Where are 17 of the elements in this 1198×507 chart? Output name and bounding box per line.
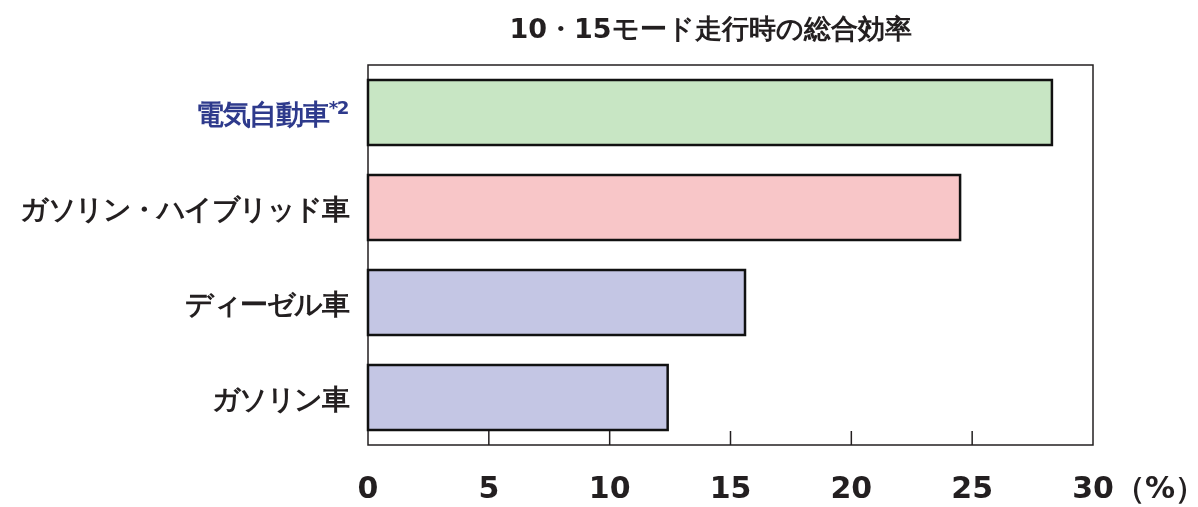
x-tick-label: 20	[830, 470, 873, 505]
x-tick-label: 25	[951, 470, 994, 505]
x-tick-label: 30	[1072, 470, 1114, 505]
y-tick-label: ディーゼル車	[185, 287, 350, 321]
x-axis-title: （%）	[1115, 470, 1198, 505]
chart-title: 10・15モード走行時の総合効率	[509, 13, 912, 44]
bar	[366, 173, 962, 242]
x-tick-label: 0	[357, 470, 379, 505]
y-tick-label: ガソリン車	[211, 382, 350, 416]
bar	[366, 78, 1054, 147]
x-tick-label: 15	[709, 470, 752, 505]
y-tick-label: 電気自動車$^{*2}$	[196, 96, 349, 131]
x-tick-label: 10	[588, 470, 631, 505]
x-tick-label: 5	[478, 470, 500, 505]
bar	[366, 363, 669, 432]
y-tick-label: ガソリン・ハイブリッド車	[20, 192, 350, 226]
bar	[366, 268, 747, 337]
